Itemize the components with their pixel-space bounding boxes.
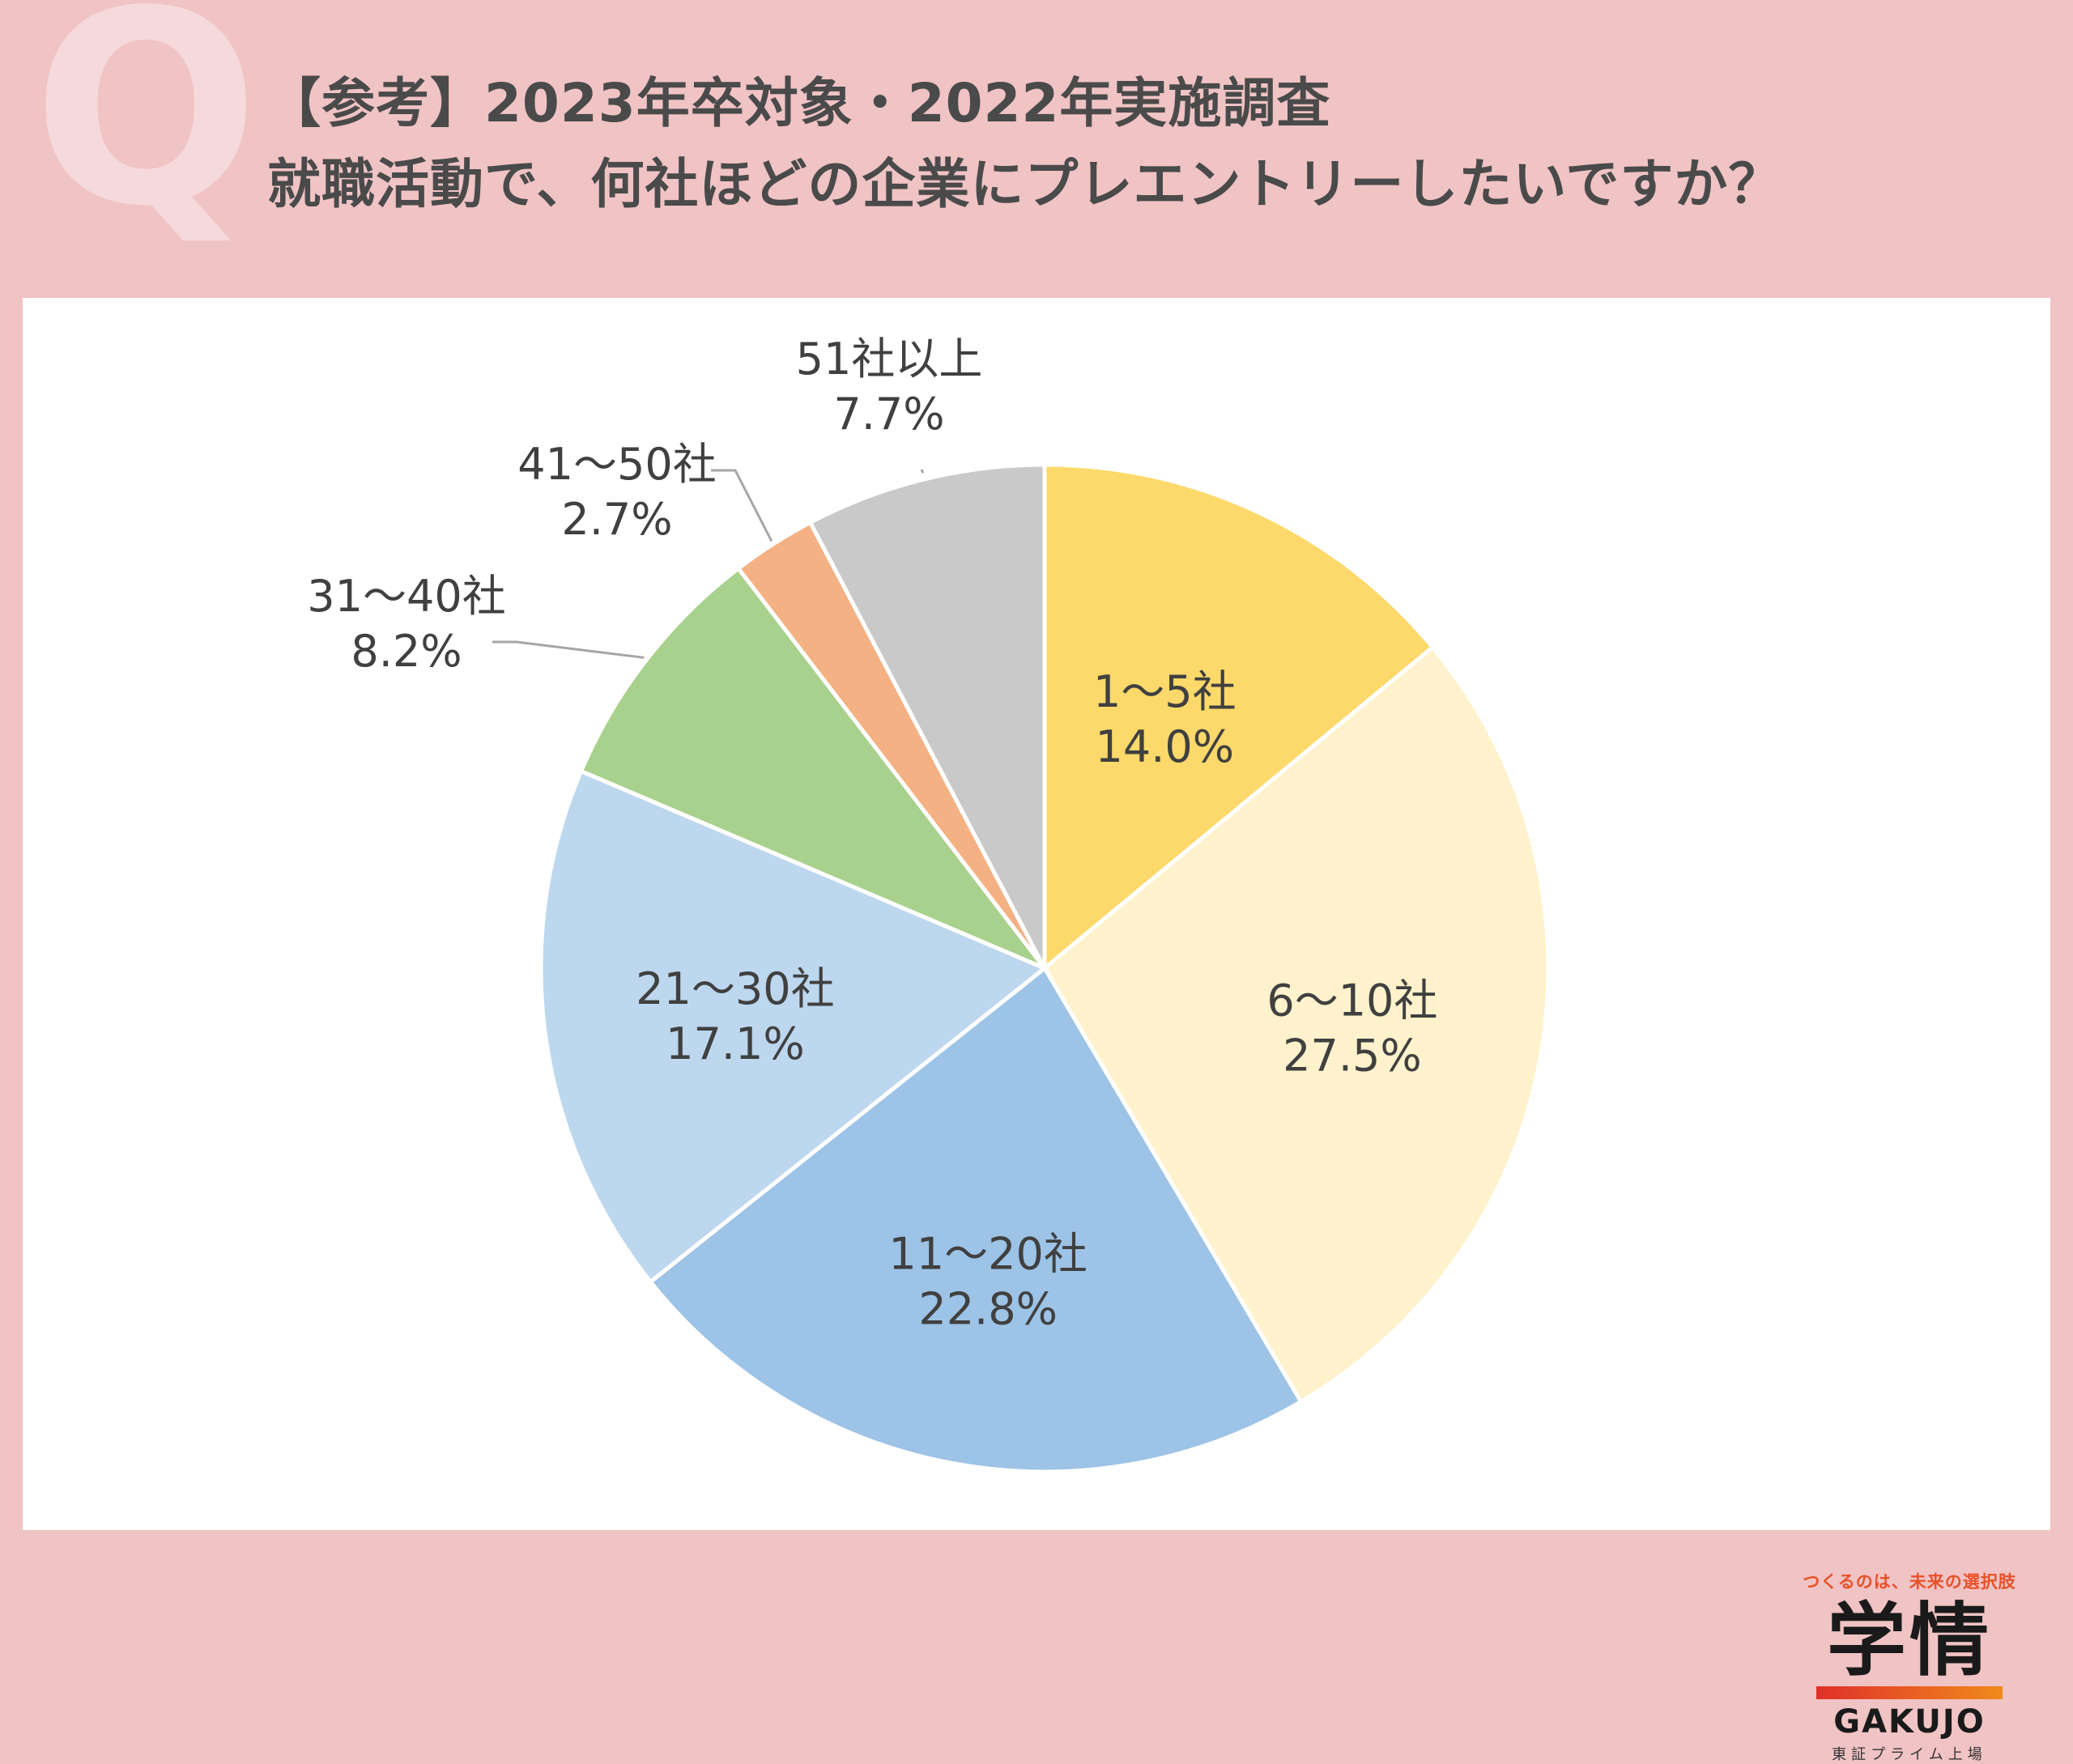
gakujo-logo: つくるのは、未来の選択肢 学情 GAKUJO 東証プライム上場 xyxy=(1800,1569,2019,1764)
logo-bar xyxy=(1816,1685,2003,1699)
chart-panel: 1～5社 14.0% 6～10社 27.5% 11～20社 22.8% 21～30社 17.1… xyxy=(23,298,2050,1763)
slice-value-label: 14.0% xyxy=(1096,721,1235,772)
logo-listing: 東証プライム上場 xyxy=(1832,1745,1987,1763)
slice-value-label: 22.8% xyxy=(918,1283,1058,1334)
logo-kanji: 学情 xyxy=(1826,1595,1992,1687)
slice-label: 6～10社 27.5% xyxy=(1266,975,1437,1081)
slice-label: 31～40社 8.2% xyxy=(307,571,505,677)
pie-chart: 1～5社 14.0% 6～10社 27.5% 11～20社 22.8% 21～30社 17.1… xyxy=(307,334,1551,1474)
q-letter: Q xyxy=(32,0,260,265)
slice-label: 11～20社 22.8% xyxy=(888,1228,1087,1334)
slice-category-label: 31～40社 xyxy=(307,571,505,622)
slice-label: 1～5社 14.0% xyxy=(1093,666,1237,772)
slice-value-label: 17.1% xyxy=(666,1018,805,1069)
slice-category-label: 21～30社 xyxy=(636,963,834,1014)
title-line-2: 就職活動で、何社ほどの企業にプレエントリーしたいですか？ xyxy=(267,153,1783,215)
slice-value-label: 7.7% xyxy=(833,389,944,440)
leader-line xyxy=(920,469,925,474)
slice-label: 51社以上 7.7% xyxy=(796,334,983,440)
slice-category-label: 1～5社 xyxy=(1093,666,1237,717)
pie-slice xyxy=(1042,462,1436,973)
pie-slice xyxy=(1041,644,1551,1405)
slice-category-label: 41～50社 xyxy=(517,439,716,490)
slice-category-label: 11～20社 xyxy=(888,1228,1087,1279)
slice-value-label: 8.2% xyxy=(351,626,462,677)
pie-slice xyxy=(807,462,1047,970)
slice-value-label: 2.7% xyxy=(561,494,672,545)
slice-label: 21～30社 17.1% xyxy=(636,963,834,1069)
slice-category-label: 6～10社 xyxy=(1266,975,1437,1026)
pie-slice xyxy=(578,565,1051,974)
slice-label: 41～50社 2.7% xyxy=(517,439,716,545)
title-line-1: 【参考】2023年卒対象・2022年実施調査 xyxy=(267,72,1331,134)
leader-line xyxy=(492,640,645,659)
pie-slice xyxy=(647,965,1305,1474)
logo-roman: GAKUJO xyxy=(1833,1702,1986,1741)
slice-category-label: 51社以上 xyxy=(796,334,983,385)
logo-tagline: つくるのは、未来の選択肢 xyxy=(1803,1572,2016,1592)
pie-slice xyxy=(538,768,1049,1285)
slice-value-label: 27.5% xyxy=(1283,1030,1422,1081)
leader-line xyxy=(711,469,773,542)
page-title: 【参考】2023年卒対象・2022年実施調査 就職活動で、何社ほどの企業にプレエ… xyxy=(267,63,1782,225)
